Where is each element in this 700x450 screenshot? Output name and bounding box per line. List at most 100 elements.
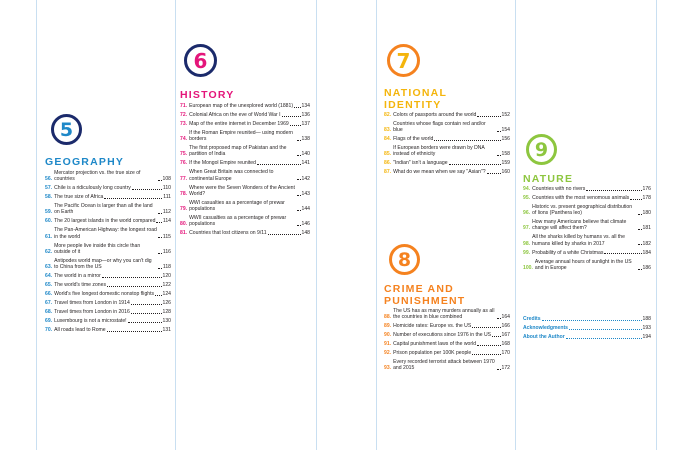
toc-entry[interactable]: 82. Colors of passports around the world 1… bbox=[384, 112, 510, 118]
entry-page-number: 140 bbox=[301, 151, 311, 158]
toc-entry[interactable]: 76. If the Mongol Empire reunited 141 bbox=[180, 160, 310, 166]
dot-leader bbox=[267, 234, 301, 236]
entry-number: 96. bbox=[523, 210, 531, 217]
toc-entry[interactable]: 98. All the sharks killed by humans vs. a… bbox=[523, 234, 651, 246]
dot-leader bbox=[256, 164, 301, 166]
toc-list-back-matter: Credits 188 Acknowledgments 193 About the Au… bbox=[523, 316, 651, 343]
entry-page-number: 136 bbox=[301, 112, 311, 118]
toc-entry[interactable]: 99. Probability of a white Christmas 184 bbox=[523, 250, 651, 256]
toc-list-national-identity: 82. Colors of passports around the world 1… bbox=[384, 112, 510, 178]
entry-title: If European borders were drawn by DNA in… bbox=[393, 145, 485, 158]
toc-entry[interactable]: 91. Capital punishment laws of the world 1… bbox=[384, 341, 510, 347]
entry-number: 95. bbox=[523, 195, 531, 201]
toc-entry[interactable]: 71. European map of the unexplored world … bbox=[180, 103, 310, 109]
entry-page-number: 156 bbox=[501, 136, 511, 143]
chapter-number: 6 bbox=[193, 48, 208, 73]
toc-entry[interactable]: 83. Countries whose flags contain red and… bbox=[384, 121, 510, 133]
entry-page-number: 160 bbox=[501, 169, 511, 176]
toc-entry[interactable]: 61. The Pan-American Highway: the longest… bbox=[45, 227, 171, 239]
entry-number: 70. bbox=[45, 327, 53, 334]
toc-entry[interactable]: 87. What do we mean when we say "Asian"? 1… bbox=[384, 169, 510, 175]
toc-entry[interactable]: 65. The world's time zones 122 bbox=[45, 282, 171, 288]
toc-entry[interactable]: Acknowledgments 193 bbox=[523, 325, 651, 331]
entry-title: Countries whose flags contain red and/or… bbox=[393, 121, 486, 134]
chapter-number: 7 bbox=[396, 48, 411, 73]
entry-number: 88. bbox=[384, 314, 392, 321]
toc-entry[interactable]: 64. The world in a mirror 120 bbox=[45, 273, 171, 279]
dot-leader bbox=[296, 179, 301, 181]
dot-leader bbox=[492, 336, 501, 338]
dot-leader bbox=[155, 294, 162, 296]
toc-entry[interactable]: 86. "Indian" isn't a language 159 bbox=[384, 160, 510, 166]
toc-entry[interactable]: 62. More people live inside this circle t… bbox=[45, 243, 171, 255]
toc-entry[interactable]: 74. If the Roman Empire reunited— using m… bbox=[180, 130, 310, 142]
entry-number: 99. bbox=[523, 249, 531, 256]
entry-title: Probability of a white Christmas bbox=[532, 249, 604, 256]
toc-entry[interactable]: 72. Colonial Africa on the eve of World W… bbox=[180, 112, 310, 118]
toc-entry[interactable]: 73. Map of the entire internet in Decembe… bbox=[180, 121, 310, 127]
toc-entry[interactable]: 56. Mercator projection vs. the true size… bbox=[45, 170, 171, 182]
entry-title: Antipodes world map—or why you can't dig… bbox=[54, 257, 152, 271]
entry-number: 57. bbox=[45, 185, 53, 192]
toc-entry[interactable]: 84. Flags of the world 156 bbox=[384, 136, 510, 142]
entry-number: 80. bbox=[180, 221, 188, 228]
toc-entry[interactable]: 70. All roads lead to Rome 131 bbox=[45, 327, 171, 333]
toc-entry[interactable]: 97. How many Americans believe that clima… bbox=[523, 219, 651, 231]
chapter-9-badge: 9 bbox=[526, 134, 557, 165]
dot-leader bbox=[127, 321, 162, 323]
chapter-5-badge: 5 bbox=[51, 114, 82, 145]
entry-title: Where were the Seven Wonders of the Anci… bbox=[189, 184, 295, 197]
toc-entry[interactable]: 59. The Pacific Ocean is larger than all … bbox=[45, 203, 171, 215]
entry-title: Every recorded terrorist attack between … bbox=[393, 359, 495, 372]
column-nature: 9 NATURE 94. Countries with no rivers 176 9… bbox=[515, 0, 657, 450]
toc-entry[interactable]: 90. Number of executions since 1976 in th… bbox=[384, 332, 510, 338]
toc-entry[interactable]: 80. WWII casualties as a percentage of pr… bbox=[180, 215, 310, 227]
toc-entry[interactable]: 78. Where were the Seven Wonders of the A… bbox=[180, 185, 310, 197]
toc-entry[interactable]: 60. The 20 largest islands in the world c… bbox=[45, 218, 171, 224]
toc-entry[interactable]: 94. Countries with no rivers 176 bbox=[523, 186, 651, 192]
toc-entry[interactable]: 100. Average annual hours of sunlight in … bbox=[523, 259, 651, 271]
entry-page-number: 166 bbox=[501, 323, 511, 330]
toc-entry[interactable]: 69. Luxembourg is not a microstate! 130 bbox=[45, 318, 171, 324]
toc-entry[interactable]: 77. When Great Britain was connected to c… bbox=[180, 169, 310, 181]
entry-number: 87. bbox=[384, 169, 392, 176]
toc-entry[interactable]: 85. If European borders were drawn by DNA… bbox=[384, 145, 510, 157]
toc-entry[interactable]: 95. Countries with the most venomous anim… bbox=[523, 195, 651, 201]
toc-entry[interactable]: 92. Prison population per 100K people 170 bbox=[384, 350, 510, 356]
entry-number: 78. bbox=[180, 190, 188, 197]
toc-entry[interactable]: 88. The US has as many murders annually a… bbox=[384, 308, 510, 320]
dot-leader bbox=[107, 285, 162, 287]
dot-leader bbox=[157, 252, 162, 254]
toc-entry[interactable]: 66. World's five longest domestic nonstop… bbox=[45, 291, 171, 297]
entry-title: Credits bbox=[523, 316, 541, 322]
toc-entry[interactable]: 96. Historic vs. present geographical dis… bbox=[523, 204, 651, 216]
dot-leader bbox=[569, 328, 642, 330]
toc-entry[interactable]: 81. Countries that lost citizens on 9/11 1… bbox=[180, 230, 310, 236]
toc-entry[interactable]: 75. The first proposed map of Pakistan an… bbox=[180, 145, 310, 157]
entry-title: Countries with no rivers bbox=[532, 186, 586, 192]
toc-entry[interactable]: 79. WWI casualties as a percentage of pre… bbox=[180, 200, 310, 212]
toc-entry[interactable]: 93. Every recorded terrorist attack betwe… bbox=[384, 359, 510, 371]
dot-leader bbox=[289, 124, 301, 126]
entry-number: 60. bbox=[45, 218, 53, 225]
entry-page-number: 164 bbox=[501, 314, 511, 321]
toc-entry[interactable]: Credits 188 bbox=[523, 316, 651, 322]
toc-entry[interactable]: 89. Homicide rates: Europe vs. the US 166 bbox=[384, 323, 510, 329]
dot-leader bbox=[296, 225, 301, 227]
toc-entry[interactable]: 57. Chile is a ridiculously long country 1… bbox=[45, 185, 171, 191]
entry-page-number: 158 bbox=[501, 151, 511, 158]
entry-page-number: 111 bbox=[163, 194, 171, 201]
dot-leader bbox=[296, 140, 301, 142]
toc-entry[interactable]: About the Author 194 bbox=[523, 334, 651, 340]
entry-page-number: 120 bbox=[162, 273, 172, 280]
toc-entry[interactable]: 63. Antipodes world map—or why you can't … bbox=[45, 258, 171, 270]
entry-title: The Pan-American Highway: the longest ro… bbox=[54, 227, 157, 240]
toc-entry[interactable]: 67. Travel times from London in 1914 126 bbox=[45, 300, 171, 306]
entry-title: Acknowledgments bbox=[523, 325, 569, 331]
entry-number: 67. bbox=[45, 300, 53, 307]
entry-title: Luxembourg is not a microstate! bbox=[54, 318, 127, 325]
entry-number: 66. bbox=[45, 291, 53, 298]
toc-entry[interactable]: 58. The true size of Africa 111 bbox=[45, 194, 171, 200]
entry-title: Colonial Africa on the eve of World War … bbox=[189, 112, 281, 118]
toc-entry[interactable]: 68. Travel times from London in 2016 128 bbox=[45, 309, 171, 315]
